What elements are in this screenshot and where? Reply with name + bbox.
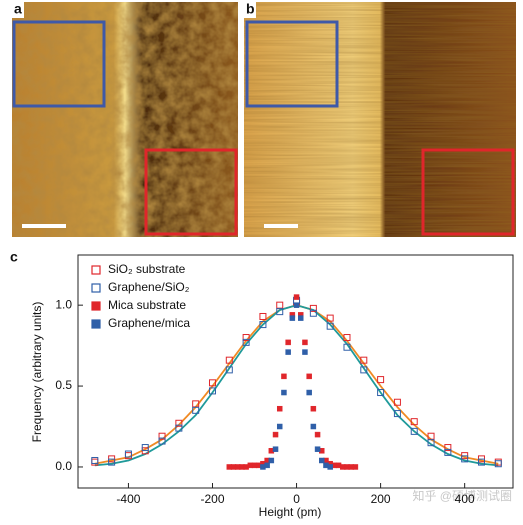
data-point bbox=[306, 373, 312, 380]
data-point bbox=[158, 432, 166, 440]
data-point bbox=[377, 376, 385, 384]
plot-area bbox=[91, 294, 502, 470]
x-tick-label: 200 bbox=[371, 492, 391, 506]
data-point bbox=[461, 455, 469, 463]
legend-marker bbox=[91, 283, 101, 293]
data-point bbox=[326, 314, 334, 322]
panel-a-image bbox=[12, 2, 238, 237]
data-point bbox=[276, 308, 284, 316]
data-point bbox=[272, 431, 279, 438]
data-point bbox=[319, 457, 325, 464]
data-point bbox=[309, 309, 317, 317]
data-point bbox=[494, 460, 502, 468]
legend-marker bbox=[91, 301, 101, 311]
data-point bbox=[276, 405, 283, 412]
data-point bbox=[276, 423, 283, 430]
panel-label: b bbox=[246, 1, 255, 17]
data-point bbox=[264, 462, 270, 469]
data-point bbox=[326, 322, 334, 330]
data-point bbox=[289, 315, 296, 321]
data-point bbox=[192, 406, 200, 414]
y-tick-label: 0.0 bbox=[55, 459, 72, 473]
legend-label: Mica substrate bbox=[108, 298, 186, 312]
x-tick-label: -200 bbox=[200, 492, 224, 506]
data-point bbox=[298, 315, 304, 321]
legend-marker bbox=[91, 319, 101, 329]
data-point bbox=[225, 366, 233, 374]
data-point bbox=[352, 464, 359, 470]
data-point bbox=[272, 446, 279, 452]
data-point bbox=[310, 423, 317, 430]
data-point bbox=[444, 448, 452, 456]
x-tick-label: 0 bbox=[293, 492, 300, 506]
data-point bbox=[208, 387, 216, 395]
data-point bbox=[281, 389, 287, 396]
data-point bbox=[393, 410, 401, 418]
data-point bbox=[360, 356, 368, 364]
data-point bbox=[327, 464, 333, 470]
data-point bbox=[314, 446, 321, 452]
data-point bbox=[175, 424, 183, 432]
data-point bbox=[427, 439, 435, 447]
data-point bbox=[158, 437, 166, 445]
legend-marker bbox=[91, 265, 101, 275]
data-point bbox=[141, 444, 149, 452]
data-point bbox=[309, 304, 317, 312]
x-tick-label: 400 bbox=[455, 492, 475, 506]
data-point bbox=[302, 339, 308, 346]
data-point bbox=[393, 398, 401, 406]
data-point bbox=[306, 389, 312, 396]
x-axis-label: Height (pm) bbox=[259, 505, 322, 519]
data-point bbox=[343, 343, 351, 351]
data-point bbox=[281, 373, 287, 380]
data-point bbox=[124, 450, 132, 458]
data-point bbox=[285, 339, 291, 346]
watermark: 知乎 @硕博测试圈 bbox=[412, 488, 512, 503]
data-point bbox=[242, 334, 250, 342]
data-point bbox=[314, 431, 321, 438]
data-point bbox=[444, 444, 452, 452]
y-tick-label: 1.0 bbox=[55, 297, 72, 311]
panel-label: a bbox=[14, 1, 22, 17]
data-point bbox=[259, 321, 267, 329]
legend-label: SiO₂ substrate bbox=[108, 262, 186, 276]
label-bg bbox=[244, 2, 256, 18]
data-point bbox=[285, 349, 291, 355]
data-point bbox=[477, 458, 485, 466]
data-point bbox=[360, 366, 368, 374]
panel-label: c bbox=[10, 249, 18, 265]
data-point bbox=[343, 334, 351, 342]
data-point bbox=[293, 294, 300, 300]
data-point bbox=[225, 356, 233, 364]
x-tick-label: -400 bbox=[116, 492, 140, 506]
data-point bbox=[108, 458, 116, 466]
data-point bbox=[302, 349, 308, 355]
panel-b-image bbox=[244, 2, 516, 237]
data-point bbox=[310, 405, 317, 412]
y-tick-label: 0.5 bbox=[55, 378, 72, 392]
data-point bbox=[293, 302, 300, 308]
data-point bbox=[259, 312, 267, 320]
y-axis-label: Frequency (arbitrary units) bbox=[30, 302, 44, 443]
label-bg bbox=[12, 2, 24, 18]
legend-label: Graphene/SiO₂ bbox=[108, 280, 190, 294]
legend-label: Graphene/mica bbox=[108, 316, 190, 330]
data-point bbox=[276, 301, 284, 309]
data-point bbox=[410, 418, 418, 426]
data-point bbox=[410, 427, 418, 435]
data-point bbox=[268, 457, 275, 464]
data-point bbox=[242, 338, 250, 346]
data-point bbox=[175, 419, 183, 427]
plot-frame bbox=[77, 254, 514, 489]
data-point bbox=[377, 389, 385, 397]
data-point bbox=[208, 379, 216, 387]
data-point bbox=[91, 456, 99, 464]
